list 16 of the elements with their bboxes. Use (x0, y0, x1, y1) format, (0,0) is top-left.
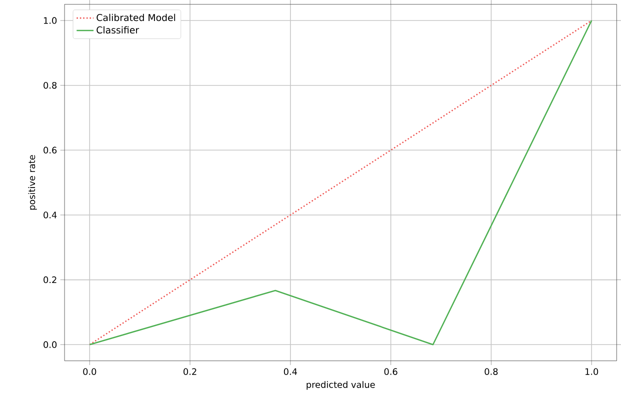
x-axis-title: predicted value (306, 380, 375, 390)
legend-label: Calibrated Model (96, 14, 176, 21)
y-tick-label: 0.6 (44, 146, 57, 154)
y-axis-title: positive rate (28, 154, 37, 210)
y-tick-label: 1.0 (44, 16, 57, 24)
y-tick-label: 0.0 (44, 341, 57, 348)
x-tick-label: 0.0 (83, 368, 96, 375)
y-tick-label: 0.4 (44, 211, 57, 218)
x-tick-label: 0.2 (184, 368, 196, 375)
legend-label: Classifier (96, 26, 140, 34)
x-tick-label: 0.8 (484, 368, 498, 375)
x-tick-label: 1.0 (585, 368, 598, 375)
y-tick-label: 0.8 (44, 82, 57, 88)
x-tick-label: 0.6 (384, 368, 398, 375)
y-tick-label: 0.2 (44, 276, 56, 283)
x-tick-label: 0.4 (284, 368, 298, 375)
